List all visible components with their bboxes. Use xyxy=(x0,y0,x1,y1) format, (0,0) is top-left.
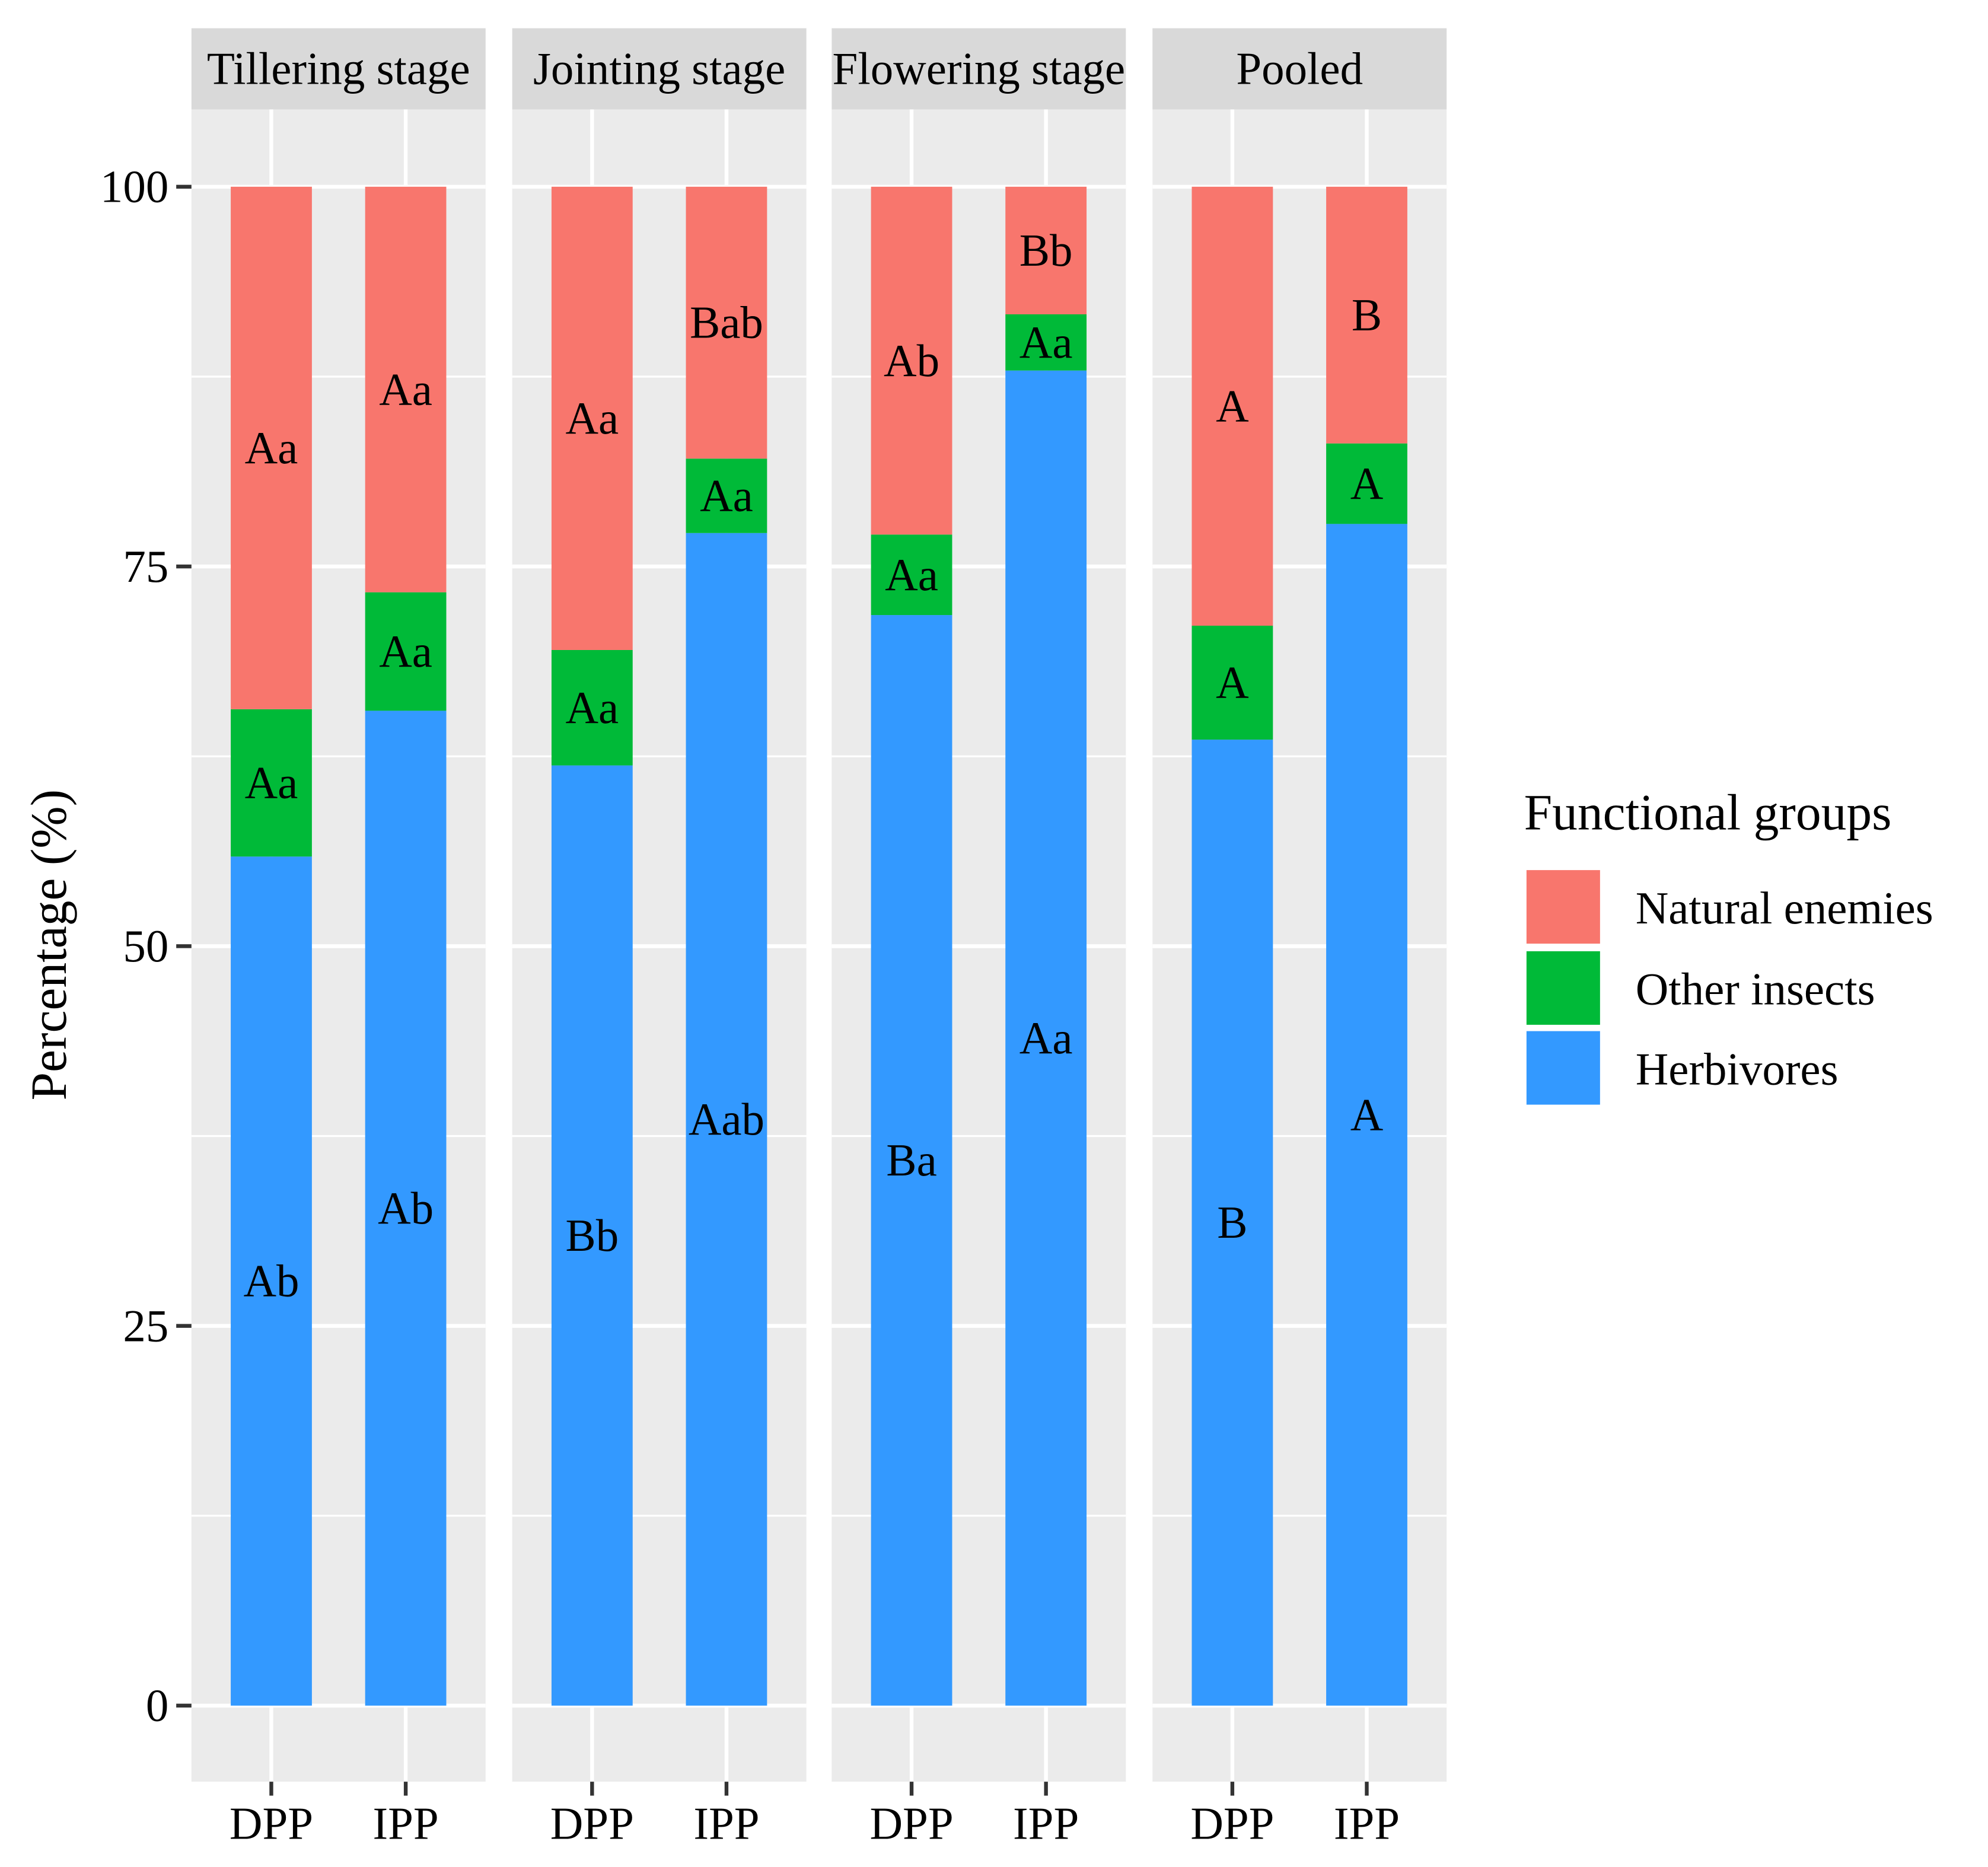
bar-segment-other-insects xyxy=(1191,626,1273,740)
x-tick-label: IPP xyxy=(1013,1798,1079,1849)
facet-panel: Tillering stage Ab Aa Aa DPP Ab Aa Aa IPP xyxy=(191,28,486,1849)
data-label: Ab xyxy=(884,335,939,386)
bar-segment-herbivores xyxy=(365,711,447,1706)
x-tick-label: DPP xyxy=(1190,1798,1274,1849)
legend-key xyxy=(1526,870,1600,944)
bar-segment-other-insects xyxy=(1326,443,1407,524)
bar-segment-other-insects xyxy=(365,592,447,711)
data-label: Aa xyxy=(245,422,298,473)
facet-title: Pooled xyxy=(1236,43,1363,94)
data-label: Aa xyxy=(885,549,938,600)
data-label: Aa xyxy=(379,364,432,415)
bar-segment-natural-enemies xyxy=(231,186,312,709)
legend-key xyxy=(1526,1031,1600,1105)
data-label: Aa xyxy=(700,470,753,521)
bar-segment-herbivores xyxy=(871,615,952,1706)
legend-label: Herbivores xyxy=(1636,1043,1839,1094)
data-label: Aa xyxy=(1020,317,1073,368)
data-label: Aa xyxy=(379,626,432,677)
data-label: Aa xyxy=(565,393,619,444)
bar-segment-herbivores xyxy=(231,856,312,1706)
bar-segment-other-insects xyxy=(1005,314,1087,371)
data-label: Bab xyxy=(690,297,763,348)
bar-segment-other-insects xyxy=(686,458,767,533)
y-tick-label: 25 xyxy=(123,1300,168,1351)
facet-panel: Flowering stage Ba Aa Ab DPP Aa Aa Bb IPP xyxy=(831,28,1126,1849)
bar-segment-other-insects xyxy=(551,649,633,766)
data-label: Aa xyxy=(245,757,298,808)
data-label: Bb xyxy=(1020,225,1073,276)
data-label: B xyxy=(1217,1197,1247,1248)
facet-strip xyxy=(191,28,486,110)
bar-segment-natural-enemies xyxy=(686,186,767,459)
data-label: Bb xyxy=(565,1210,619,1261)
bar-segment-natural-enemies xyxy=(871,186,952,535)
x-tick-label: DPP xyxy=(869,1798,953,1849)
bar-segment-natural-enemies xyxy=(1005,186,1087,314)
facet-panel: Jointing stage Bb Aa Aa DPP Aab Aa Bab IPP xyxy=(512,28,807,1849)
y-tick-label: 50 xyxy=(123,920,168,971)
y-tick-label: 0 xyxy=(146,1680,168,1731)
data-label: A xyxy=(1350,1089,1384,1140)
data-label: B xyxy=(1352,289,1382,340)
data-label: A xyxy=(1216,381,1249,432)
data-label: Aa xyxy=(565,682,619,733)
bar-segment-herbivores xyxy=(686,533,767,1706)
x-tick-label: IPP xyxy=(372,1798,438,1849)
facet-title: Tillering stage xyxy=(207,43,470,94)
x-tick-label: DPP xyxy=(230,1798,313,1849)
facet-title: Flowering stage xyxy=(833,43,1126,94)
legend-label: Other insects xyxy=(1636,964,1875,1015)
data-label: Ab xyxy=(378,1183,434,1234)
facet-strip xyxy=(1152,28,1447,110)
y-tick-label: 100 xyxy=(100,161,168,212)
facet-title: Jointing stage xyxy=(533,43,785,94)
bar-segment-other-insects xyxy=(871,534,952,616)
bar-segment-natural-enemies xyxy=(365,186,447,592)
bar-segment-natural-enemies xyxy=(1326,186,1407,444)
bar-segment-natural-enemies xyxy=(551,186,633,650)
facet-panel: Pooled B A A DPP A A B IPP xyxy=(1152,28,1447,1849)
data-label: Ab xyxy=(243,1256,299,1307)
legend-label: Natural enemies xyxy=(1636,882,1933,934)
x-tick-label: IPP xyxy=(1334,1798,1400,1849)
bar-segment-herbivores xyxy=(1191,740,1273,1706)
bar-segment-herbivores xyxy=(551,765,633,1706)
y-tick-label: 75 xyxy=(123,541,168,592)
bar-segment-natural-enemies xyxy=(1191,186,1273,626)
data-label: A xyxy=(1350,458,1384,509)
data-label: Aab xyxy=(689,1094,764,1145)
bar-segment-other-insects xyxy=(231,709,312,857)
data-label: Ba xyxy=(886,1135,936,1186)
bar-segment-herbivores xyxy=(1326,524,1407,1706)
x-tick-label: IPP xyxy=(693,1798,759,1849)
y-axis-label: Percentage (%) xyxy=(21,789,77,1101)
legend-key xyxy=(1526,951,1600,1025)
data-label: A xyxy=(1216,657,1249,708)
legend-title: Functional groups xyxy=(1524,785,1892,841)
facet-strip xyxy=(831,28,1126,110)
data-label: Aa xyxy=(1020,1012,1073,1063)
x-tick-label: DPP xyxy=(550,1798,634,1849)
facet-strip xyxy=(512,28,807,110)
legend: Functional groups Natural enemies Other i… xyxy=(1524,785,1933,1105)
bar-segment-herbivores xyxy=(1005,370,1087,1706)
